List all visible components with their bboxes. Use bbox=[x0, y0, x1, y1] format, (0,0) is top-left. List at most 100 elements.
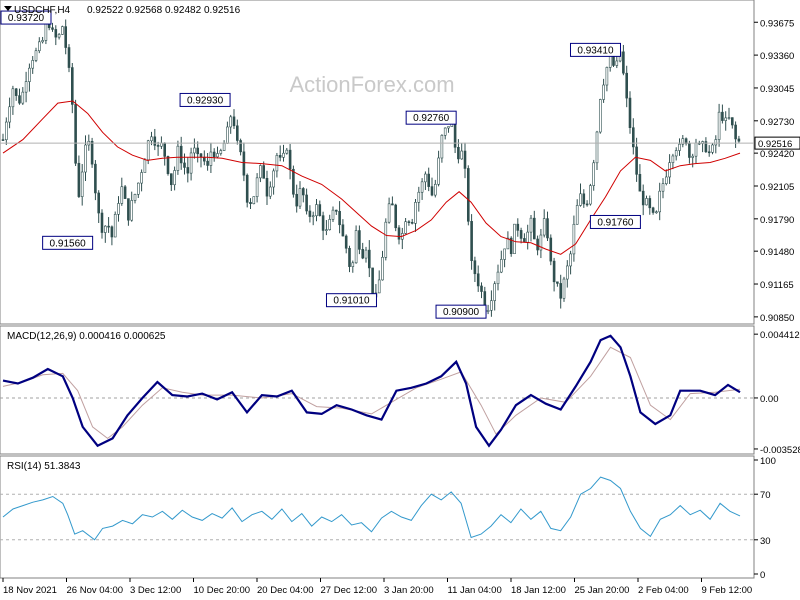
candle-body bbox=[651, 207, 655, 213]
annotation-box bbox=[589, 214, 641, 229]
candle-body bbox=[694, 142, 698, 157]
candle-body bbox=[5, 121, 8, 140]
candle-body bbox=[199, 153, 203, 158]
candle-body bbox=[556, 281, 559, 284]
candle-body bbox=[704, 141, 708, 153]
candle-body bbox=[622, 51, 625, 74]
candle-body bbox=[74, 104, 77, 164]
candle-body bbox=[678, 143, 681, 151]
header-symbol: USDCHF,H4 bbox=[14, 5, 71, 16]
candle-body bbox=[179, 145, 183, 164]
candle-body bbox=[57, 34, 61, 38]
candle-body bbox=[384, 221, 388, 258]
candle-body bbox=[631, 127, 635, 148]
candle-body bbox=[209, 151, 213, 166]
candle-body bbox=[344, 235, 348, 249]
candle-body bbox=[585, 203, 589, 206]
candle-body bbox=[186, 167, 190, 174]
candle-body bbox=[476, 273, 480, 287]
rsi-title: RSI(14) 51.3843 bbox=[7, 461, 81, 472]
candle-body bbox=[404, 221, 407, 234]
candle-body bbox=[173, 170, 176, 186]
candle-body bbox=[321, 215, 325, 231]
candle-body bbox=[655, 211, 658, 214]
candle-body bbox=[496, 271, 500, 285]
candle-body bbox=[648, 198, 652, 209]
candles bbox=[1, 13, 741, 317]
candle-body bbox=[721, 111, 724, 121]
annotation-box bbox=[179, 92, 231, 107]
price-annotation: 0.91760 bbox=[589, 214, 641, 229]
candle-body bbox=[67, 47, 71, 68]
candle-body bbox=[285, 149, 289, 154]
price-annotation: 0.93720 bbox=[0, 10, 52, 25]
candle-body bbox=[341, 224, 345, 237]
candle-body bbox=[140, 172, 143, 184]
candle-body bbox=[113, 213, 117, 238]
candle-body bbox=[21, 91, 25, 104]
candle-body bbox=[569, 253, 572, 267]
candle-body bbox=[206, 160, 209, 166]
candle-body bbox=[265, 177, 269, 197]
candle-body bbox=[51, 27, 54, 30]
candle-body bbox=[252, 196, 256, 205]
candle-body bbox=[381, 257, 384, 281]
candle-body bbox=[447, 126, 450, 129]
candle-body bbox=[371, 267, 374, 298]
time-tick-label: 18 Jan 12:00 bbox=[511, 585, 566, 596]
candle-body bbox=[292, 168, 295, 195]
candle-body bbox=[542, 218, 546, 236]
candle-body bbox=[658, 190, 662, 213]
price-annotation: 0.93410 bbox=[569, 42, 621, 57]
candle-body bbox=[674, 150, 678, 157]
time-tick-label: 9 Feb 12:00 bbox=[702, 585, 753, 596]
time-tick-label: 2 Feb 04:00 bbox=[638, 585, 689, 596]
candle-body bbox=[236, 125, 239, 141]
candle-body bbox=[671, 155, 675, 163]
candle-body bbox=[582, 193, 586, 205]
candle-body bbox=[37, 41, 41, 52]
candle-body bbox=[166, 156, 170, 174]
candle-body bbox=[526, 231, 530, 243]
candle-body bbox=[513, 223, 516, 255]
price-tick-label: 0.93675 bbox=[760, 18, 794, 29]
macd-tick-label: -0.003528 bbox=[760, 445, 800, 456]
candle-body bbox=[361, 249, 365, 259]
macd-signal-line bbox=[2, 346, 741, 440]
header-dropdown-icon bbox=[4, 6, 12, 11]
candle-body bbox=[301, 188, 305, 196]
candle-body bbox=[117, 203, 120, 215]
candle-body bbox=[437, 157, 440, 185]
candle-body bbox=[18, 95, 21, 104]
price-annotation: 0.91560 bbox=[42, 235, 94, 250]
candle-body bbox=[278, 155, 282, 158]
price-annotations: 0.93720 0.91560 0.92930 0.91010 0.92760 0.909… bbox=[0, 10, 641, 319]
candle-body bbox=[536, 238, 539, 251]
macd-title: MACD(12,26,9) 0.000416 0.000625 bbox=[7, 331, 166, 342]
price-tick-label: 0.90850 bbox=[760, 313, 794, 324]
candle-body bbox=[268, 186, 272, 197]
candle-body bbox=[311, 215, 315, 218]
annotation-label: 0.91760 bbox=[597, 217, 634, 228]
candle-body bbox=[559, 283, 563, 299]
candle-body bbox=[1, 139, 5, 141]
candle-body bbox=[110, 226, 114, 238]
annotation-label: 0.92760 bbox=[413, 113, 450, 124]
candle-body bbox=[24, 81, 28, 93]
candle-body bbox=[711, 144, 714, 153]
candle-body bbox=[539, 234, 543, 251]
macd-main-line bbox=[2, 334, 741, 448]
candle-body bbox=[691, 155, 695, 158]
candle-body bbox=[130, 200, 133, 221]
candle-body bbox=[377, 279, 381, 294]
candle-body bbox=[71, 67, 74, 105]
candle-body bbox=[226, 126, 229, 144]
candle-body bbox=[255, 177, 259, 197]
candle-body bbox=[90, 140, 94, 165]
candle-body bbox=[94, 163, 97, 194]
candle-body bbox=[562, 278, 566, 299]
candle-body bbox=[288, 149, 292, 170]
time-tick-label: 18 Nov 2021 bbox=[3, 585, 57, 596]
candle-body bbox=[688, 143, 691, 158]
